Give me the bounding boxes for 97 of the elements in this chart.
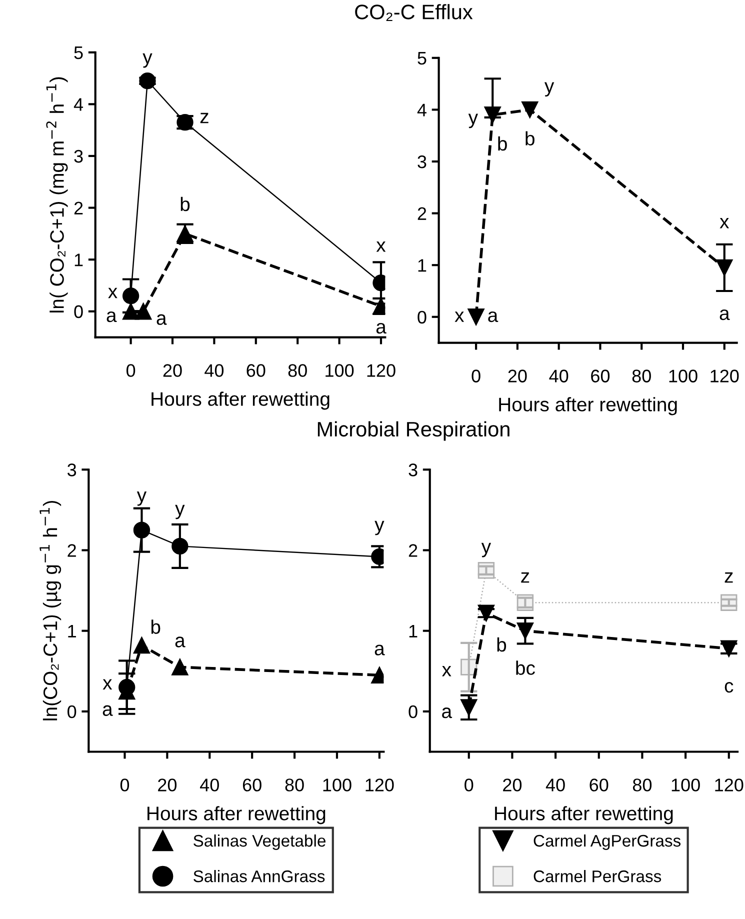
annotation: b [180,196,190,212]
x-tick-label: 40 [200,778,219,792]
y-tick-label: 1 [409,624,418,638]
y-tick-label: 0 [408,705,418,718]
annotation: x [720,218,730,228]
y-tick-label: 2 [68,544,76,557]
annotation: a [720,309,730,320]
annotation: c [724,682,734,693]
y-tick-label: 3 [418,155,426,168]
x-tick-label: 0 [120,778,130,792]
y-tick-label: 2 [408,544,418,557]
x-tick-label: 40 [549,370,568,382]
annotation: z [521,572,530,583]
x-tick-label: 80 [288,364,307,377]
x-tick-label: 0 [472,370,480,382]
legend-label: Salinas AnnGrass [194,870,325,882]
x-tick-label: 120 [710,370,739,382]
annotation: a [156,314,167,325]
annotation: y [374,520,384,536]
x-axis-title: Hours after rewetting [499,397,677,416]
annotation: a [106,311,117,322]
x-tick-label: 40 [204,364,224,377]
x-tick-label: 60 [590,778,608,792]
point [134,303,152,320]
y-tick-label: 2 [74,202,83,214]
x-tick-label: 60 [242,778,262,792]
point [468,308,484,326]
x-tick-label: 100 [326,364,354,377]
y-tick-label: 3 [67,464,76,476]
annotation: x [376,242,386,252]
annotation: bc [516,660,535,675]
x-tick-label: 120 [366,778,394,792]
annotation: y [468,114,478,128]
x-tick-label: 20 [503,778,522,792]
x-tick-label: 0 [126,364,136,377]
x-tick-label: 80 [632,370,651,382]
annotation: a [442,708,452,718]
annotation: z [200,112,208,124]
annotation: y [175,504,185,520]
y-tick-label: 0 [418,310,426,324]
x-tick-label: 60 [246,364,266,377]
point [172,658,188,676]
annotation: z [724,572,733,583]
point [522,101,538,118]
x-tick-label: 20 [508,370,527,382]
x-tick-label: 120 [715,778,744,792]
chart-title: Microbial Respiration [318,421,510,441]
annotation: y [481,542,492,558]
annotation: a [102,705,113,716]
annotation: b [498,136,507,151]
y-tick-label: 1 [418,259,426,272]
y-tick-label: 4 [417,104,426,116]
annotation: a [374,644,385,656]
x-tick-label: 20 [163,364,182,377]
annotation: x [442,666,452,676]
chart-title: CO₂-C Efflux [355,4,473,21]
x-tick-label: 40 [546,778,565,792]
y-tick-label: 3 [408,464,418,476]
y-tick-label: 5 [74,46,83,60]
y-tick-label: 2 [418,207,426,220]
annotation: y [142,53,152,68]
annotation: a [488,311,498,322]
annotation: b [497,637,506,652]
annotation: x [102,679,112,690]
legend-label: Salinas Vegetable [194,834,326,850]
annotation: x [108,288,118,298]
legend-label: Carmel AgPerGrass [534,834,681,850]
y-tick-label: 1 [74,254,83,266]
x-tick-label: 100 [669,370,698,382]
annotation: b [526,131,534,146]
x-tick-label: 100 [323,778,352,792]
x-axis-title: Hours after rewetting [495,806,673,824]
y-tick-label: 3 [74,150,83,163]
annotation: y [544,82,554,97]
point [133,637,150,654]
annotation: a [175,636,186,648]
x-tick-label: 20 [158,778,177,792]
x-tick-label: 0 [464,778,474,792]
y-tick-label: 0 [74,305,83,318]
annotation: a [376,322,386,334]
annotation: x [454,312,464,322]
x-axis-title: Hours after rewetting [152,392,330,410]
x-tick-label: 80 [285,778,304,792]
annotation: y [136,491,147,506]
y-tick-label: 5 [418,52,426,65]
y-tick-label: 1 [68,624,76,638]
x-tick-label: 60 [591,370,610,382]
y-axis-title: ln( CO₂-C+1) (mg m$^{−2}$ h$^{−1}$) [46,77,68,312]
x-axis-title: Hours after rewetting [148,806,326,824]
y-tick-label: 4 [74,98,84,111]
x-tick-label: 80 [632,778,652,792]
legend-label: Carmel PerGrass [534,870,662,882]
x-tick-label: 120 [367,364,396,377]
y-tick-label: 0 [68,705,76,718]
x-tick-label: 100 [672,778,700,792]
y-axis-title: ln(CO₂-C+1) (µg g$^{−1}$ h$^{−1}$) [40,500,62,720]
annotation: b [151,620,160,634]
